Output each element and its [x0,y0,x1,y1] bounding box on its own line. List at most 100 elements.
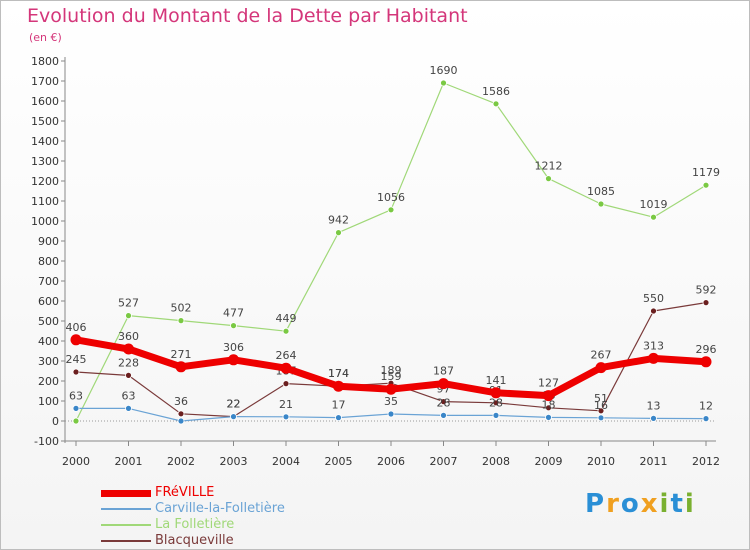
y-tick-label: 1100 [31,195,59,208]
y-tick-label: 1600 [31,95,59,108]
data-label: 51 [594,392,608,405]
legend-label: La Folletière [155,517,235,532]
chart-series: 527 502 477 449 942 1056 1690 1586 1212 1085 1019 1… [66,64,720,425]
data-label: 16 [594,399,608,412]
data-point [230,322,237,330]
y-tick-label: -100 [34,435,59,448]
data-label: 12 [699,400,713,413]
data-point [440,398,447,406]
data-label: 449 [276,312,297,325]
chart-title: Evolution du Montant de la Dette par Hab… [27,5,468,27]
data-point [492,411,500,419]
data-label: 477 [223,307,244,320]
y-tick-label: 0 [52,415,59,428]
x-tick-label: 2007 [430,455,458,468]
data-label: 174 [328,367,349,380]
legend-swatch [101,540,151,542]
data-point [125,404,132,412]
data-point [597,414,605,422]
data-label: 63 [122,389,136,402]
brand-letter: t [670,489,685,519]
data-label: 141 [486,374,507,387]
data-label: 1179 [692,166,720,179]
legend-swatch [101,524,151,526]
data-label: 17 [332,399,346,412]
y-tick-label: 1200 [31,175,59,188]
data-point [282,327,290,335]
data-point [650,307,657,315]
data-label: 296 [696,343,717,356]
legend-label: FRéVILLE [155,485,215,500]
legend-swatch [101,508,151,510]
series-la-folleti-re: 527 502 477 449 942 1056 1690 1586 1212 1085 1019 1… [72,64,720,425]
data-point [333,380,344,392]
data-point [72,417,80,425]
data-label: 267 [591,349,612,362]
data-point [175,361,187,373]
data-label: 1690 [430,64,458,77]
data-label: 189 [381,364,402,377]
brand-letter: i [659,489,671,519]
y-tick-label: 800 [38,255,59,268]
data-label: 360 [118,330,139,343]
y-tick-label: 700 [38,275,59,288]
legend-label: Blacqueville [155,533,234,548]
brand-letter: r [606,489,621,519]
data-point [230,413,237,421]
x-tick-label: 2006 [377,455,405,468]
data-point [438,378,449,390]
brand-letter: P [585,489,607,519]
x-tick-label: 2000 [62,455,90,468]
data-label: 271 [171,348,192,361]
brand-logo: Proxiti [585,489,696,519]
data-label: 13 [647,399,661,412]
data-label: 1085 [587,185,615,198]
brand-letter: i [684,489,696,519]
data-point [648,352,659,364]
data-label: 527 [118,297,139,310]
data-point [177,317,185,325]
data-label: 306 [223,341,244,354]
data-label: 406 [66,321,87,334]
data-point [597,200,605,208]
y-tick-label: 600 [38,295,59,308]
data-label: 35 [384,395,398,408]
data-label: 18 [542,398,556,411]
data-point [545,175,552,183]
data-label: 1056 [377,191,405,204]
x-tick-label: 2004 [272,455,300,468]
data-label: 28 [489,396,503,409]
data-label: 28 [437,396,451,409]
data-label: 159 [381,370,402,383]
data-label: 187 [433,365,454,378]
data-label: 127 [538,377,559,390]
data-label: 264 [276,349,297,362]
x-tick-label: 2003 [220,455,248,468]
data-label: 502 [171,302,192,315]
series-fr-ville: 406 360 271 306 264 174 159 187 141 127 267 313 296 [66,321,717,402]
y-tick-label: 1800 [31,55,59,68]
x-tick-label: 2011 [640,455,668,468]
y-tick-label: 1700 [31,75,59,88]
data-label: 22 [227,398,241,411]
data-point [440,79,447,87]
data-point [387,410,395,418]
data-point [650,213,657,221]
x-tick-label: 2012 [692,455,720,468]
data-label: 245 [66,353,87,366]
data-label: 550 [643,292,664,305]
data-point [123,343,134,355]
y-tick-label: 300 [38,355,59,368]
data-label: 174 [328,367,349,380]
y-tick-label: 200 [38,375,59,388]
data-label: 22 [227,398,241,411]
chart-axes: -100 0 100 200 300 400 500 600 700 800 900 1000 1100… [31,55,720,468]
data-point [650,414,657,422]
x-tick-label: 2008 [482,455,510,468]
y-tick-label: 500 [38,315,59,328]
x-tick-label: 2005 [325,455,353,468]
y-tick-label: 1000 [31,215,59,228]
data-label: 1019 [640,198,668,211]
data-label: 1586 [482,85,510,98]
